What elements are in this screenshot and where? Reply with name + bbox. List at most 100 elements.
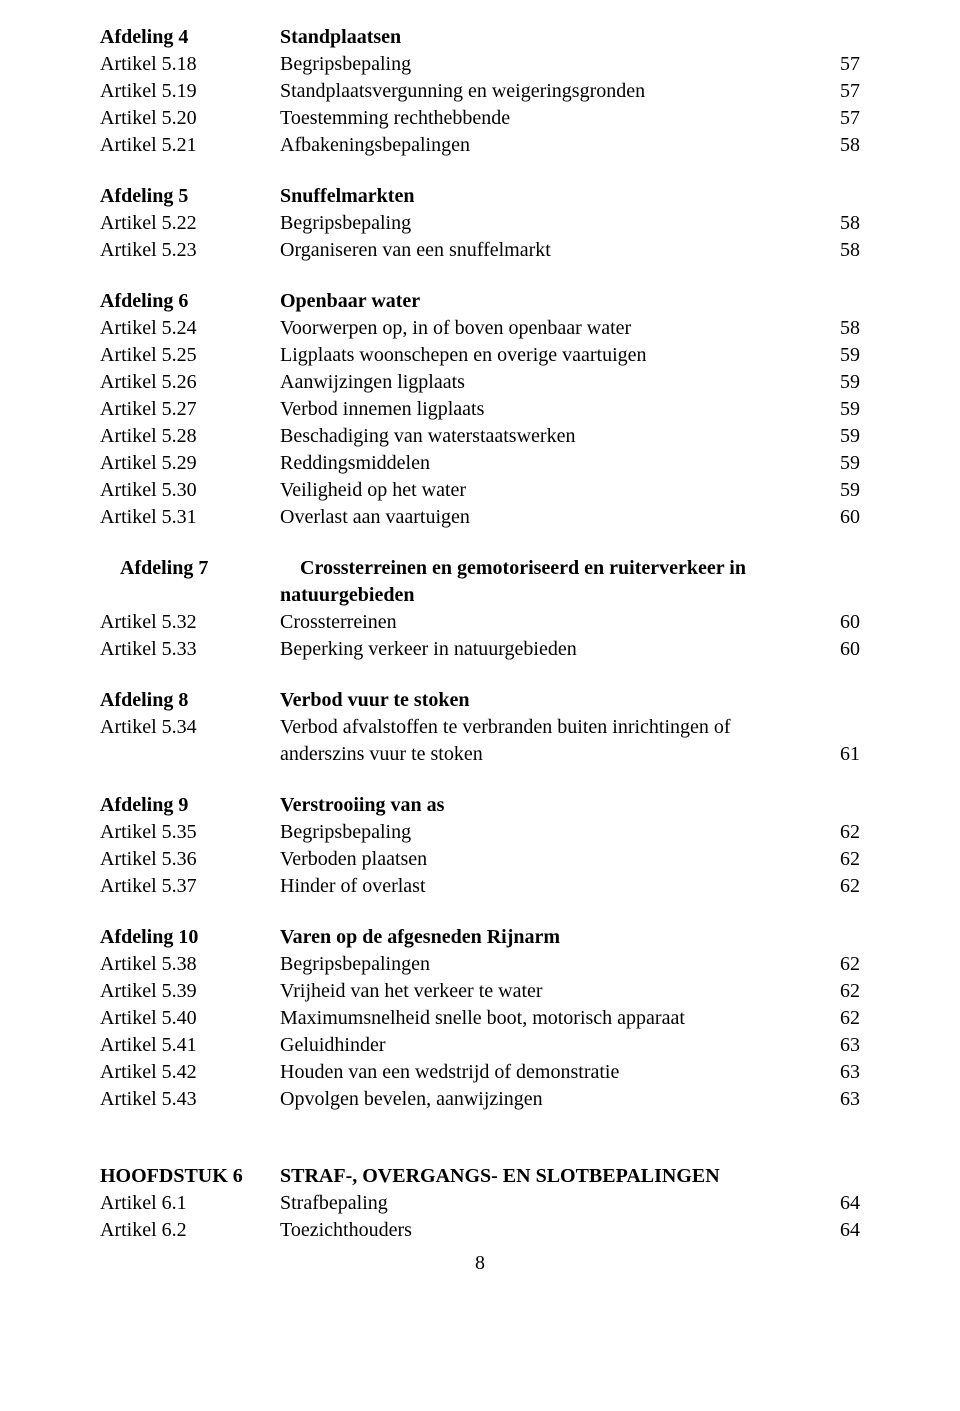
article-number: Artikel 5.38 bbox=[100, 951, 280, 978]
toc-entry: Artikel 6.1Strafbepaling64 bbox=[100, 1190, 860, 1217]
article-number: Artikel 5.36 bbox=[100, 846, 280, 873]
article-number: Artikel 5.20 bbox=[100, 105, 280, 132]
page-ref: 63 bbox=[820, 1059, 860, 1086]
section-heading-left: Afdeling 7 bbox=[100, 555, 300, 582]
page-ref: 59 bbox=[820, 396, 860, 423]
article-title: Begripsbepaling bbox=[280, 210, 820, 237]
page: Afdeling 4 Standplaatsen Artikel 5.18 Be… bbox=[0, 0, 960, 1411]
toc-entry: Artikel 5.43Opvolgen bevelen, aanwijzing… bbox=[100, 1086, 860, 1113]
toc-entry: Artikel 5.24Voorwerpen op, in of boven o… bbox=[100, 315, 860, 342]
toc-entry: Artikel 6.2Toezichthouders64 bbox=[100, 1217, 860, 1244]
article-number: Artikel 5.28 bbox=[100, 423, 280, 450]
page-ref: 57 bbox=[820, 78, 860, 105]
article-title: Verboden plaatsen bbox=[280, 846, 820, 873]
section-heading: Afdeling 4 Standplaatsen bbox=[100, 24, 860, 51]
section-heading: Afdeling 10 Varen op de afgesneden Rijna… bbox=[100, 924, 860, 951]
toc-entry: Artikel 5.21 Afbakeningsbepalingen 58 bbox=[100, 132, 860, 159]
section-heading-cont: natuurgebieden bbox=[100, 582, 860, 609]
section-heading-left: Afdeling 8 bbox=[100, 687, 280, 714]
chapter-heading-left: HOOFDSTUK 6 bbox=[100, 1163, 280, 1190]
toc-entry: Artikel 5.37Hinder of overlast62 bbox=[100, 873, 860, 900]
article-number: Artikel 6.1 bbox=[100, 1190, 280, 1217]
toc-entry: Artikel 5.18 Begripsbepaling 57 bbox=[100, 51, 860, 78]
article-number: Artikel 5.18 bbox=[100, 51, 280, 78]
section-heading: Afdeling 6 Openbaar water bbox=[100, 288, 860, 315]
toc-entry: Artikel 5.32Crossterreinen60 bbox=[100, 609, 860, 636]
page-ref: 59 bbox=[820, 477, 860, 504]
page-ref: 59 bbox=[820, 369, 860, 396]
toc-entry: Artikel 5.42Houden van een wedstrijd of … bbox=[100, 1059, 860, 1086]
article-number: Artikel 5.33 bbox=[100, 636, 280, 663]
article-title: Begripsbepalingen bbox=[280, 951, 820, 978]
page-ref: 58 bbox=[820, 315, 860, 342]
toc-entry: Artikel 5.19 Standplaatsvergunning en we… bbox=[100, 78, 860, 105]
article-title: Strafbepaling bbox=[280, 1190, 820, 1217]
page-ref: 64 bbox=[820, 1217, 860, 1244]
page-ref: 59 bbox=[820, 450, 860, 477]
page-ref: 62 bbox=[820, 1005, 860, 1032]
page-ref: 61 bbox=[820, 741, 860, 768]
section-heading-left: Afdeling 10 bbox=[100, 924, 280, 951]
page-ref: 62 bbox=[820, 978, 860, 1005]
article-number: Artikel 5.24 bbox=[100, 315, 280, 342]
section-heading-right: Varen op de afgesneden Rijnarm bbox=[280, 924, 820, 951]
page-ref: 60 bbox=[820, 609, 860, 636]
article-title: Opvolgen bevelen, aanwijzingen bbox=[280, 1086, 820, 1113]
page-number: 8 bbox=[100, 1252, 860, 1275]
article-number: Artikel 6.2 bbox=[100, 1217, 280, 1244]
section-heading-right: Snuffelmarkten bbox=[280, 183, 820, 210]
section-heading: Afdeling 5 Snuffelmarkten bbox=[100, 183, 860, 210]
section-heading: Afdeling 9 Verstrooiing van as bbox=[100, 792, 860, 819]
toc-entry: Artikel 5.28Beschadiging van waterstaats… bbox=[100, 423, 860, 450]
article-number: Artikel 5.31 bbox=[100, 504, 280, 531]
article-number: Artikel 5.29 bbox=[100, 450, 280, 477]
toc-entry: Artikel 5.23 Organiseren van een snuffel… bbox=[100, 237, 860, 264]
article-title: Overlast aan vaartuigen bbox=[280, 504, 820, 531]
toc-entry: Artikel 5.29Reddingsmiddelen59 bbox=[100, 450, 860, 477]
article-number: Artikel 5.35 bbox=[100, 819, 280, 846]
article-number: Artikel 5.26 bbox=[100, 369, 280, 396]
section-heading-right: Verbod vuur te stoken bbox=[280, 687, 820, 714]
page-ref: 63 bbox=[820, 1086, 860, 1113]
section-heading-left: Afdeling 5 bbox=[100, 183, 280, 210]
page-ref: 58 bbox=[820, 237, 860, 264]
article-number: Artikel 5.32 bbox=[100, 609, 280, 636]
article-title: Organiseren van een snuffelmarkt bbox=[280, 237, 820, 264]
article-title: Geluidhinder bbox=[280, 1032, 820, 1059]
article-title: Begripsbepaling bbox=[280, 819, 820, 846]
toc-entry: Artikel 5.20 Toestemming rechthebbende 5… bbox=[100, 105, 860, 132]
toc-entry: Artikel 5.30Veiligheid op het water59 bbox=[100, 477, 860, 504]
toc-entry: Artikel 5.40Maximumsnelheid snelle boot,… bbox=[100, 1005, 860, 1032]
article-title: Toestemming rechthebbende bbox=[280, 105, 820, 132]
article-title: Maximumsnelheid snelle boot, motorisch a… bbox=[280, 1005, 820, 1032]
article-number: Artikel 5.34 bbox=[100, 714, 280, 741]
article-number: Artikel 5.42 bbox=[100, 1059, 280, 1086]
article-number: Artikel 5.21 bbox=[100, 132, 280, 159]
toc-entry: Artikel 5.36Verboden plaatsen62 bbox=[100, 846, 860, 873]
chapter-heading: HOOFDSTUK 6 STRAF-, OVERGANGS- EN SLOTBE… bbox=[100, 1163, 860, 1190]
page-ref: 62 bbox=[820, 819, 860, 846]
section-heading-right: Standplaatsen bbox=[280, 24, 820, 51]
article-title: Verbod innemen ligplaats bbox=[280, 396, 820, 423]
section-heading-left: Afdeling 9 bbox=[100, 792, 280, 819]
section-heading-left: Afdeling 6 bbox=[100, 288, 280, 315]
page-ref: 62 bbox=[820, 951, 860, 978]
article-title: Begripsbepaling bbox=[280, 51, 820, 78]
page-ref: 62 bbox=[820, 873, 860, 900]
page-ref: 63 bbox=[820, 1032, 860, 1059]
article-number: Artikel 5.43 bbox=[100, 1086, 280, 1113]
section-heading-right-cont: natuurgebieden bbox=[280, 582, 820, 609]
article-number: Artikel 5.27 bbox=[100, 396, 280, 423]
article-title: Houden van een wedstrijd of demonstratie bbox=[280, 1059, 820, 1086]
article-number: Artikel 5.30 bbox=[100, 477, 280, 504]
toc-entry: Artikel 5.25Ligplaats woonschepen en ove… bbox=[100, 342, 860, 369]
article-title: Vrijheid van het verkeer te water bbox=[280, 978, 820, 1005]
article-title: Hinder of overlast bbox=[280, 873, 820, 900]
toc-entry: Artikel 5.38Begripsbepalingen62 bbox=[100, 951, 860, 978]
article-number: Artikel 5.22 bbox=[100, 210, 280, 237]
article-number: Artikel 5.39 bbox=[100, 978, 280, 1005]
page-ref: 62 bbox=[820, 846, 860, 873]
page-ref: 60 bbox=[820, 504, 860, 531]
toc-entry: Artikel 5.31Overlast aan vaartuigen60 bbox=[100, 504, 860, 531]
article-title: Verbod afvalstoffen te verbranden buiten… bbox=[280, 714, 820, 741]
